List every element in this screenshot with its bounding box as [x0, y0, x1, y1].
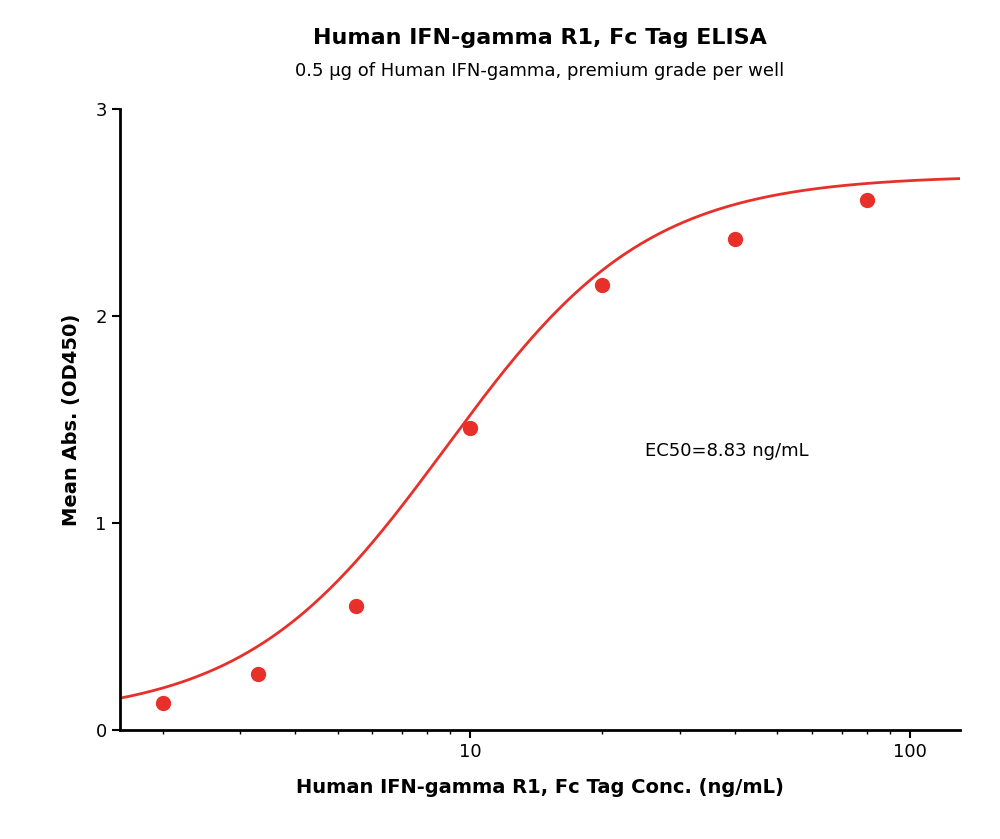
Point — [462, 421, 478, 435]
Point — [727, 232, 743, 246]
Text: 0.5 μg of Human IFN-gamma, premium grade per well: 0.5 μg of Human IFN-gamma, premium grade… — [295, 62, 785, 81]
Text: Human IFN-gamma R1, Fc Tag ELISA: Human IFN-gamma R1, Fc Tag ELISA — [313, 28, 767, 48]
X-axis label: Human IFN-gamma R1, Fc Tag Conc. (ng/mL): Human IFN-gamma R1, Fc Tag Conc. (ng/mL) — [296, 778, 784, 797]
Point — [155, 696, 171, 710]
Point — [250, 667, 266, 680]
Point — [348, 599, 364, 612]
Text: EC50=8.83 ng/mL: EC50=8.83 ng/mL — [645, 441, 809, 460]
Point — [594, 279, 610, 292]
Point — [859, 194, 875, 207]
Y-axis label: Mean Abs. (OD450): Mean Abs. (OD450) — [62, 314, 81, 525]
